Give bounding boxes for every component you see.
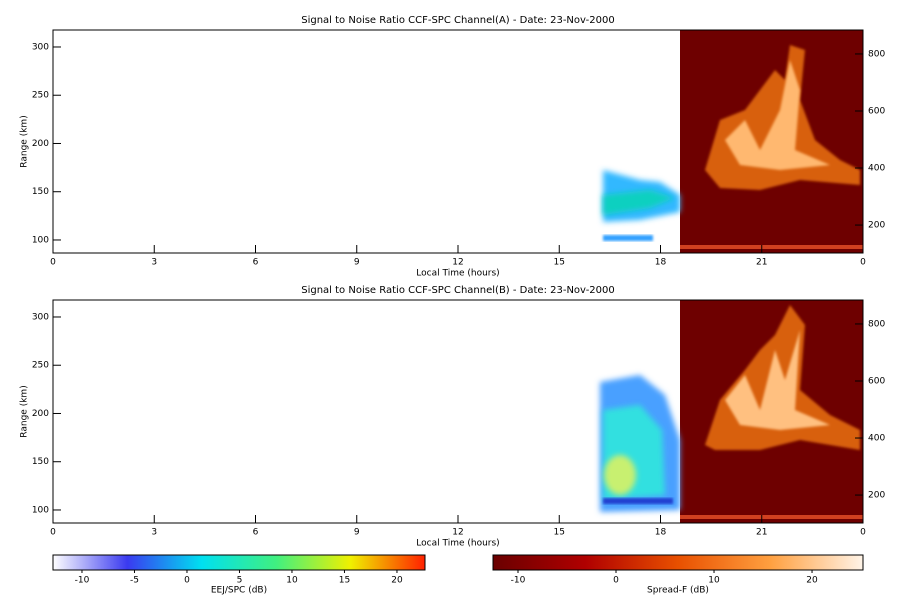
- spread-f-base: [680, 515, 863, 519]
- spread-f-base: [680, 245, 863, 249]
- eej-base: [603, 498, 673, 504]
- y-tick-label: 150: [32, 187, 49, 197]
- eej-lower: [603, 235, 653, 241]
- y-tick-label: 300: [32, 312, 49, 322]
- colorbar: [492, 554, 864, 571]
- colorbar: [52, 554, 426, 571]
- y-tick-label: 100: [32, 235, 49, 245]
- y2-tick-label: 600: [868, 376, 885, 386]
- x-tick-label: 12: [452, 258, 463, 268]
- x-tick-label: 18: [655, 258, 667, 268]
- y2-tick-label: 800: [868, 319, 885, 329]
- y2-tick-label: 200: [868, 221, 885, 231]
- colorbar-tick-label: 0: [184, 576, 190, 586]
- colorbar-tick-label: 0: [613, 576, 619, 586]
- y-tick-label: 200: [32, 139, 49, 149]
- x-tick-label: 3: [151, 258, 157, 268]
- y2-tick-label: 800: [868, 49, 885, 59]
- eej-core: [603, 190, 675, 215]
- x-tick-label: 0: [50, 258, 56, 268]
- x-tick-label: 6: [253, 528, 259, 538]
- y2-tick-label: 600: [868, 106, 885, 116]
- colorbar-tick-label: 20: [391, 576, 403, 586]
- x-tick-label: 0: [50, 528, 56, 538]
- x-axis-label: Local Time (hours): [416, 539, 499, 549]
- colorbar-tick-label: -10: [511, 576, 526, 586]
- colorbar-tick-label: 20: [806, 576, 818, 586]
- x-tick-label: 21: [756, 258, 767, 268]
- colorbar-label: EEJ/SPC (dB): [211, 586, 267, 596]
- colorbar-tick-label: -10: [75, 576, 90, 586]
- x-tick-label: 15: [554, 258, 565, 268]
- colorbar-tick-label: -5: [130, 576, 139, 586]
- y-tick-label: 100: [32, 505, 49, 515]
- y-tick-label: 150: [32, 457, 49, 467]
- x-tick-label: 9: [354, 528, 360, 538]
- y-axis-label: Range (km): [20, 385, 30, 437]
- y-axis-label: Range (km): [20, 115, 30, 167]
- y-tick-label: 200: [32, 409, 49, 419]
- spread-f-bright: [725, 330, 830, 430]
- y2-tick-label: 400: [868, 164, 885, 174]
- spread-f-bright: [725, 60, 830, 170]
- panel-title: Signal to Noise Ratio CCF-SPC Channel(B)…: [301, 285, 615, 296]
- colorbar-tick-label: 10: [708, 576, 720, 586]
- y2-tick-label: 400: [868, 434, 885, 444]
- y-tick-label: 250: [32, 91, 49, 101]
- x-tick-label: 3: [151, 528, 157, 538]
- x-tick-label: 0: [860, 528, 866, 538]
- heatmap-image: [600, 300, 863, 523]
- x-tick-label: 9: [354, 258, 360, 268]
- colorbar-tick-label: 15: [339, 576, 350, 586]
- colorbar-label: Spread-F (dB): [647, 586, 709, 596]
- x-tick-label: 6: [253, 258, 259, 268]
- colorbar-tick-label: 10: [286, 576, 298, 586]
- eej-peak: [604, 455, 636, 495]
- y-tick-label: 300: [32, 42, 49, 52]
- x-tick-label: 0: [860, 258, 866, 268]
- y2-tick-label: 200: [868, 491, 885, 501]
- x-tick-label: 15: [554, 528, 565, 538]
- y-tick-label: 250: [32, 361, 49, 371]
- x-tick-label: 12: [452, 528, 463, 538]
- heatmap-image: [603, 30, 863, 253]
- x-axis-label: Local Time (hours): [416, 269, 499, 279]
- colorbar-tick-label: 5: [237, 576, 243, 586]
- panel-title: Signal to Noise Ratio CCF-SPC Channel(A)…: [301, 15, 615, 26]
- x-tick-label: 21: [756, 528, 767, 538]
- x-tick-label: 18: [655, 528, 667, 538]
